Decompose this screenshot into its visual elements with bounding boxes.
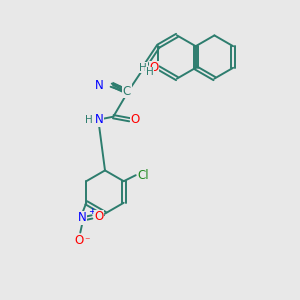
Text: +: + [88,207,95,216]
Text: H: H [140,63,147,73]
Text: O: O [130,113,140,126]
Text: H: H [146,67,154,77]
Text: O: O [94,210,104,224]
Text: ⁻: ⁻ [84,236,90,246]
Text: N: N [95,113,103,126]
Text: Cl: Cl [137,169,149,182]
Text: O: O [74,234,83,248]
Text: N: N [95,79,103,92]
Text: O: O [149,61,158,74]
Text: N: N [78,211,87,224]
Text: C: C [123,85,131,98]
Text: H: H [85,115,93,125]
